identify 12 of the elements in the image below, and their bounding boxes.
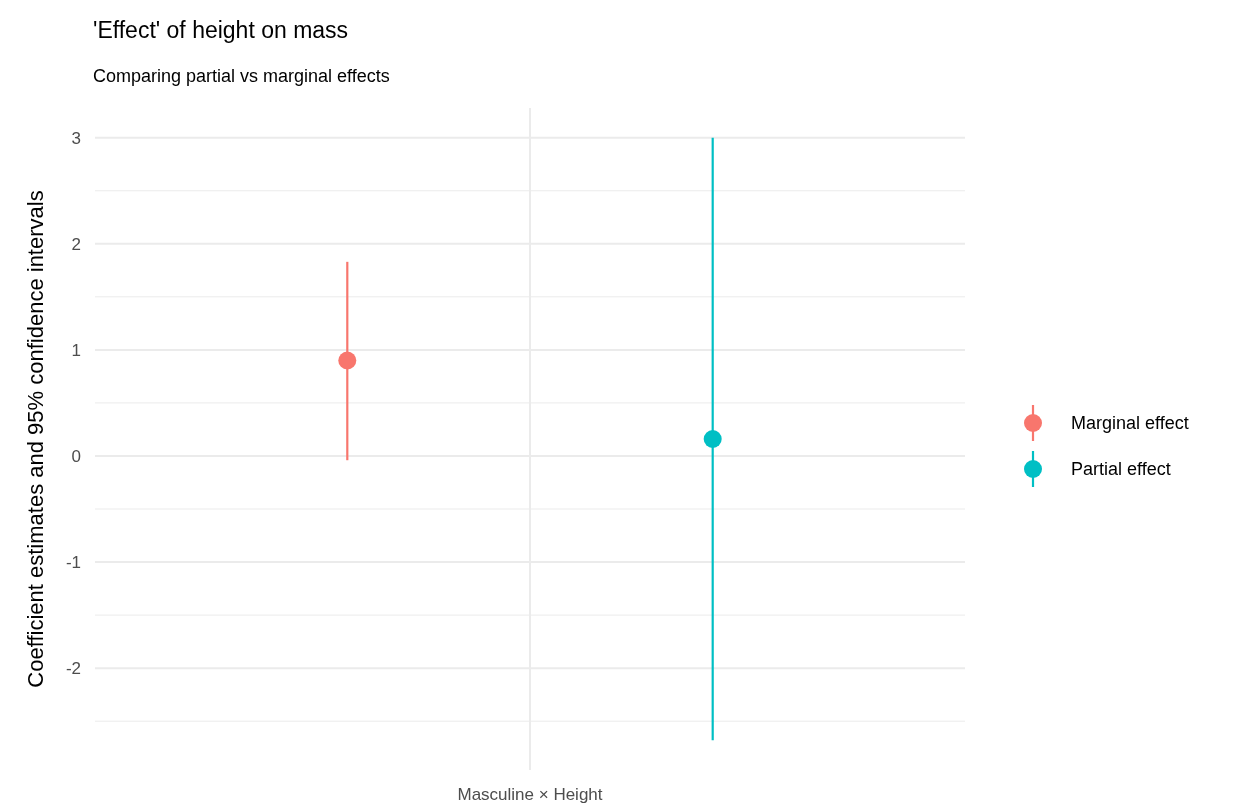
legend-label: Partial effect <box>1071 459 1171 480</box>
y-tick-label: 0 <box>71 446 81 466</box>
y-axis-title: Coefficient estimates and 95% confidence intervals <box>23 190 48 688</box>
y-tick-label: 2 <box>71 234 81 254</box>
chart-title: 'Effect' of height on mass <box>93 17 349 43</box>
y-tick-label: -2 <box>65 659 81 679</box>
chart-subtitle: Comparing partial vs marginal effects <box>93 66 390 86</box>
y-tick-label: 1 <box>71 340 81 360</box>
y-tick-label: -1 <box>65 553 81 573</box>
legend-label: Marginal effect <box>1071 413 1189 434</box>
x-tick-label: Masculine × Height <box>457 785 603 804</box>
y-tick-label: 3 <box>71 128 81 148</box>
